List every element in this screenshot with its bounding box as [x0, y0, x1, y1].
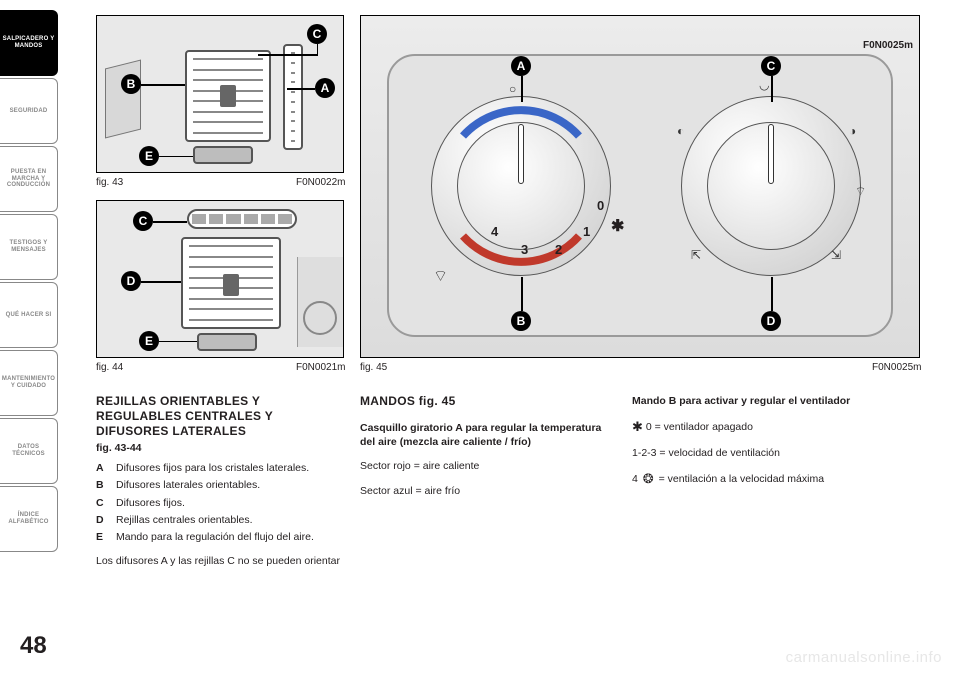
- col1-item-D-v: Rejillas centrales orientables.: [116, 513, 344, 527]
- col1-item-E-v: Mando para la regulación del flujo del a…: [116, 530, 344, 544]
- tab-puesta: PUESTA EN MARCHA Y CONDUCCIÓN: [0, 146, 58, 212]
- fig45-code: F0N0025m: [872, 362, 921, 373]
- tab-indice: ÍNDICE ALFABÉTICO: [0, 486, 58, 552]
- tab-salpicadero: SALPICADERO Y MANDOS: [0, 10, 58, 76]
- figure-44: C D E: [96, 200, 344, 358]
- col3-l3a: 4: [632, 473, 638, 485]
- col1-item-C-k: C: [96, 496, 110, 510]
- dial-num-3: 3: [521, 242, 528, 257]
- fig43-caption: fig. 43: [96, 177, 123, 188]
- fig44-code: F0N0021m: [296, 362, 345, 373]
- col2: MANDOS fig. 45 Casquillo giratorio A par…: [360, 394, 610, 498]
- fig44-caption: fig. 44: [96, 362, 123, 373]
- tab-que-hacer: QUÉ HACER SI: [0, 282, 58, 348]
- col1-note: Los difusores A y las rejillas C no se p…: [96, 554, 344, 568]
- tab-seguridad: SEGURIDAD: [0, 78, 58, 144]
- col3-title: Mando B para activar y regular el ventil…: [632, 394, 918, 408]
- col1-item-B-k: B: [96, 478, 110, 492]
- col1-title: REJILLAS ORIENTABLES Y REGULABLES CENTRA…: [96, 394, 344, 439]
- callout-45-A: A: [511, 56, 531, 76]
- callout-D: D: [121, 271, 141, 291]
- callout-E2: E: [139, 331, 159, 351]
- figure-45: F0N0025m ○ ⌔ ◡ ◑ ⌔ ⇲ ⇱ ◐ ✱ 0 1 2 3 4 A B…: [360, 15, 920, 358]
- dial-num-0: 0: [597, 198, 604, 213]
- col1-item-A-v: Difusores fijos para los cristales later…: [116, 461, 344, 475]
- fan-ring-glyph: ❂: [643, 471, 654, 486]
- tab-mantenimiento: MANTENIMIENTO Y CUIDADO: [0, 350, 58, 416]
- tab-datos: DATOS TÉCNICOS: [0, 418, 58, 484]
- col2-title: MANDOS fig. 45: [360, 394, 610, 409]
- col1-item-E-k: E: [96, 530, 110, 544]
- col1-item-B-v: Difusores laterales orientables.: [116, 478, 344, 492]
- fig43-code: F0N0022m: [296, 177, 345, 188]
- fig45-caption: fig. 45: [360, 362, 387, 373]
- watermark: carmanualsonline.info: [786, 649, 942, 666]
- col3: Mando B para activar y regular el ventil…: [632, 394, 918, 487]
- col3-l3b: = ventilación a la velocidad máxima: [659, 473, 824, 485]
- dial-num-1: 1: [583, 224, 590, 239]
- callout-A: A: [315, 78, 335, 98]
- col1-item-D-k: D: [96, 513, 110, 527]
- col1: REJILLAS ORIENTABLES Y REGULABLES CENTRA…: [96, 394, 344, 568]
- callout-C2: C: [133, 211, 153, 231]
- callout-45-C: C: [761, 56, 781, 76]
- dial-num-4: 4: [491, 224, 498, 239]
- fan-glyph: ✱: [632, 419, 643, 434]
- callout-E: E: [139, 146, 159, 166]
- figure-43: A B C E: [96, 15, 344, 173]
- col3-l1: 0 = ventilador apagado: [646, 421, 753, 433]
- col1-item-A-k: A: [96, 461, 110, 475]
- dial-num-2: 2: [555, 242, 562, 257]
- fig45-code-inside: F0N0025m: [863, 40, 913, 51]
- callout-45-D: D: [761, 311, 781, 331]
- page-number: 48: [20, 632, 47, 660]
- callout-45-B: B: [511, 311, 531, 331]
- col1-subtitle: fig. 43-44: [96, 441, 344, 455]
- tab-testigos: TESTIGOS Y MENSAJES: [0, 214, 58, 280]
- callout-C: C: [307, 24, 327, 44]
- col2-p2: Sector rojo = aire caliente: [360, 459, 610, 473]
- col3-l2: 1-2-3 = velocidad de ventilación: [632, 446, 918, 460]
- col2-p1: Casquillo giratorio A para regular la te…: [360, 421, 610, 449]
- col1-item-C-v: Difusores fijos.: [116, 496, 344, 510]
- side-tabs: SALPICADERO Y MANDOS SEGURIDAD PUESTA EN…: [0, 10, 58, 552]
- fan-icon: ✱: [611, 216, 624, 236]
- callout-B: B: [121, 74, 141, 94]
- col2-p3: Sector azul = aire frío: [360, 484, 610, 498]
